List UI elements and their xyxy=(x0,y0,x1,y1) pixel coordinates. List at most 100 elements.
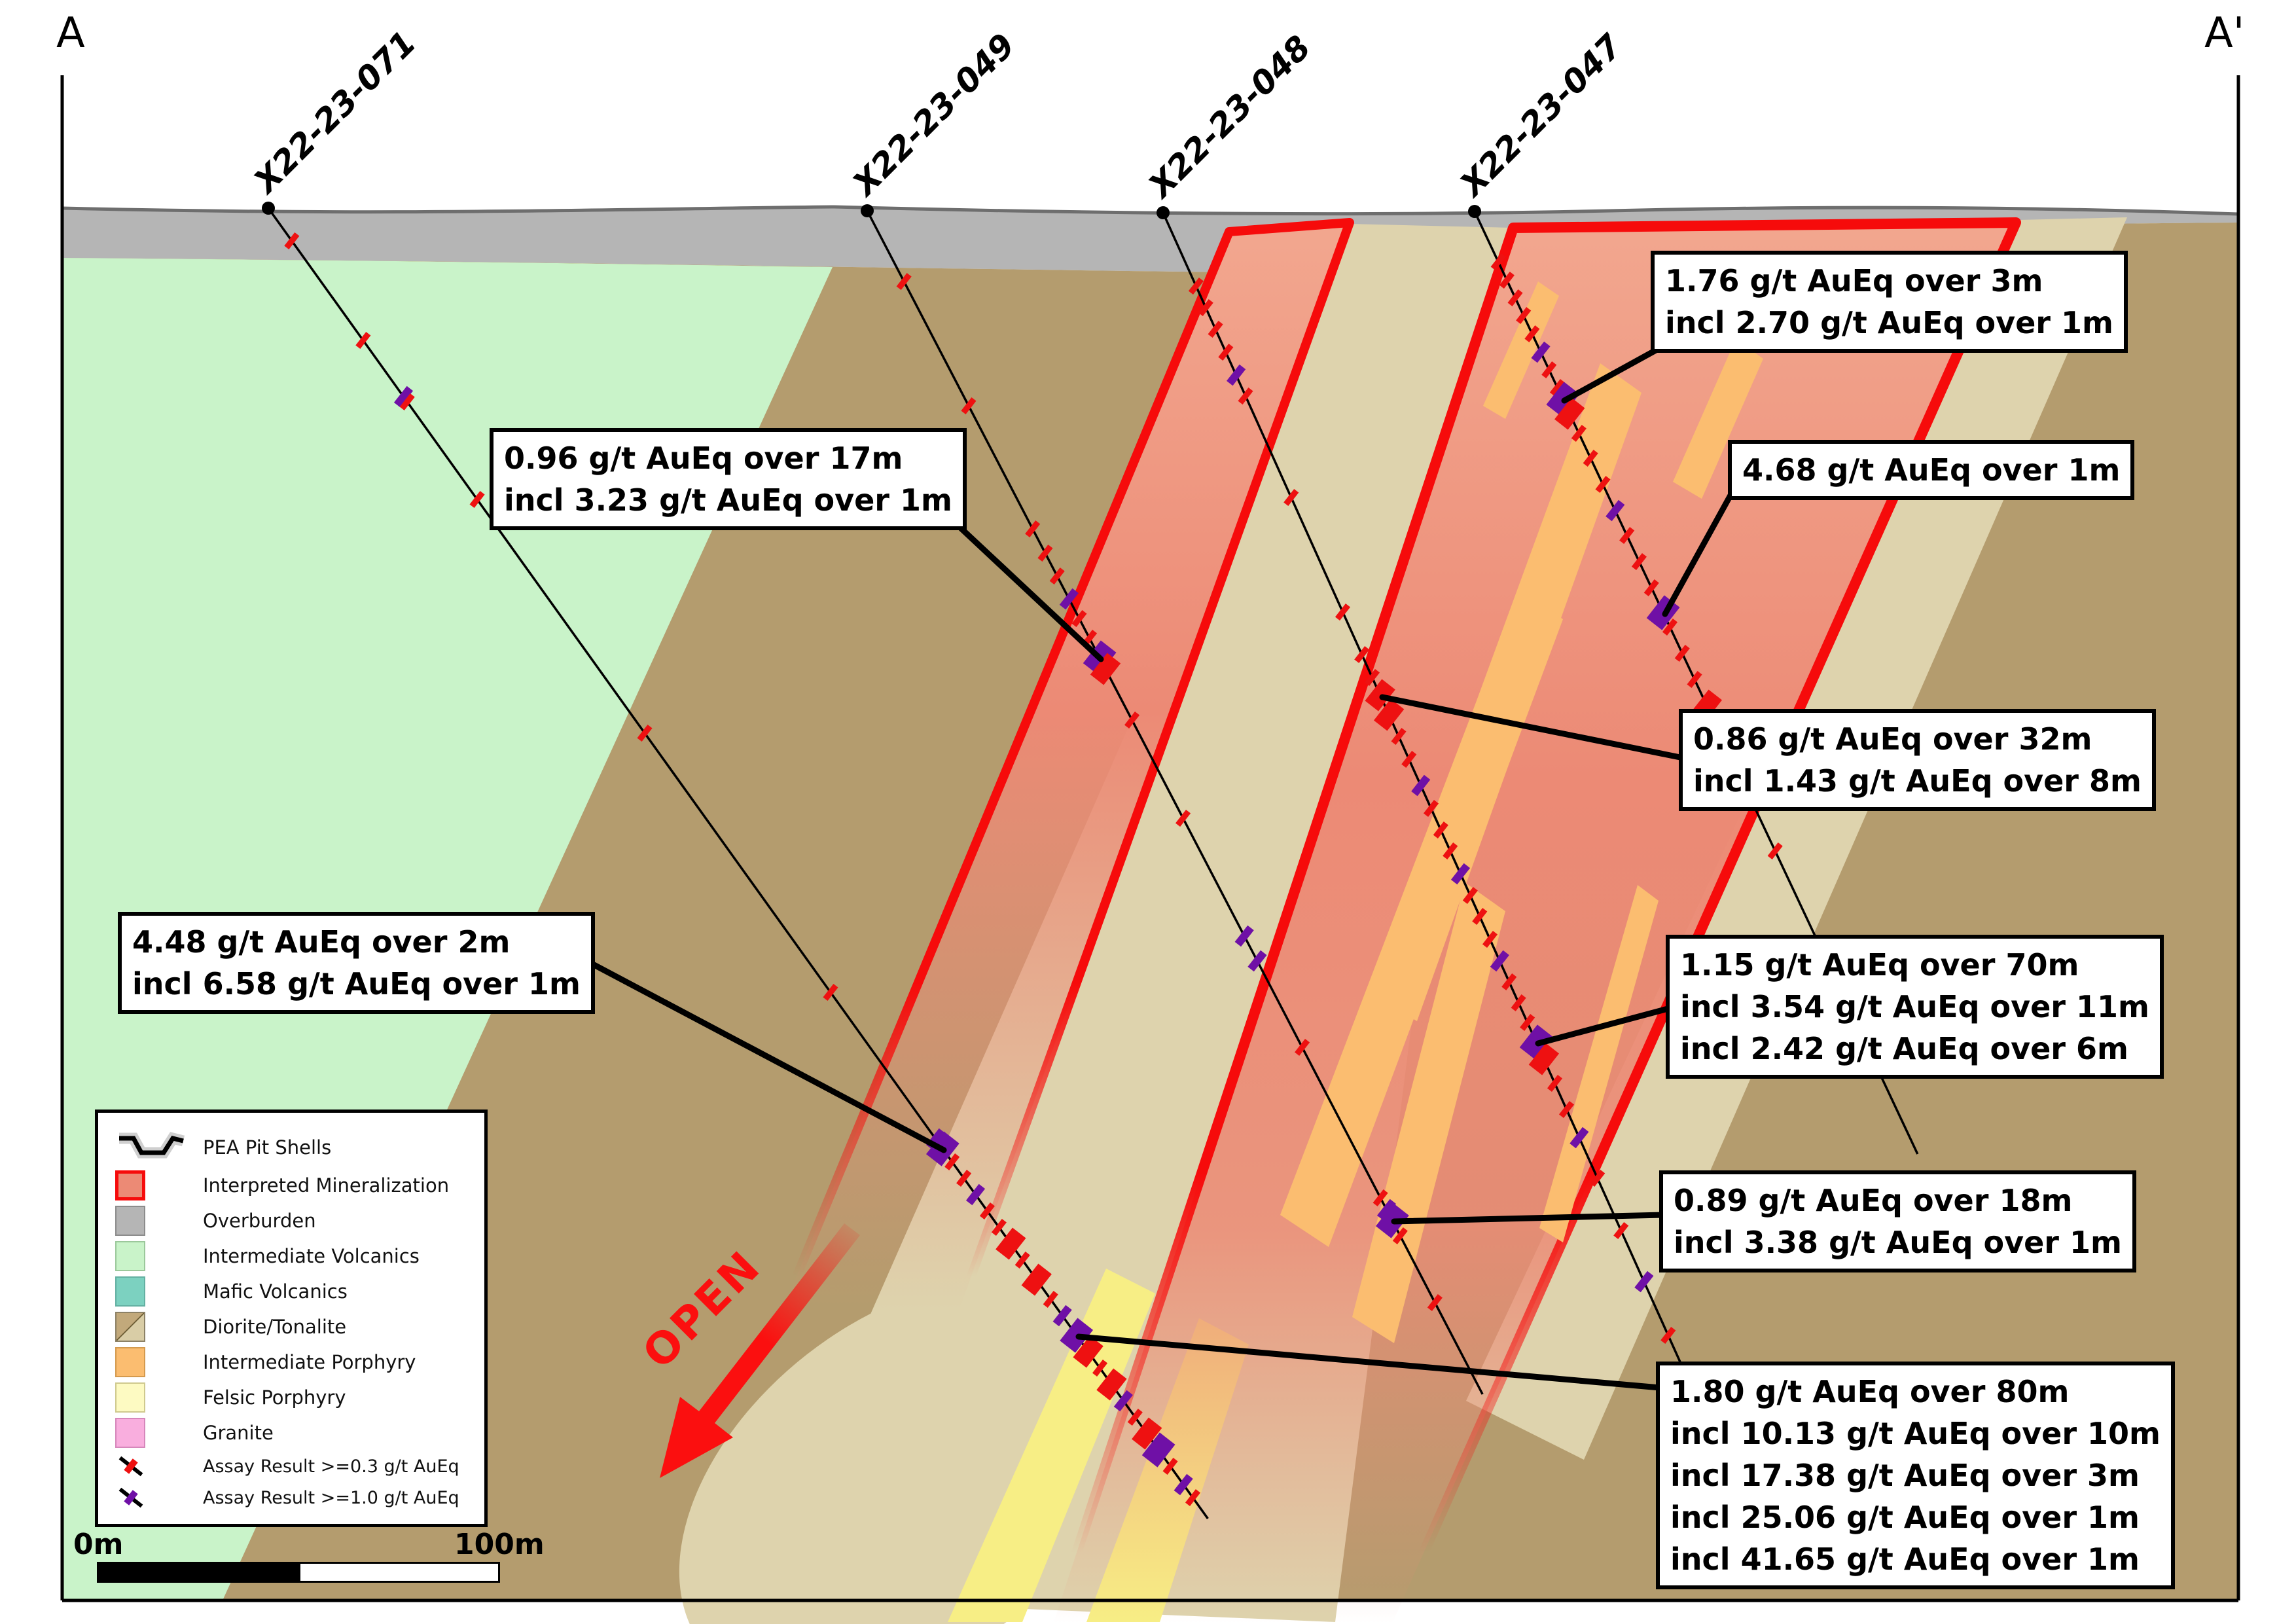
assay-annotation-line: incl 25.06 g/t AuEq over 1m xyxy=(1670,1500,2140,1535)
legend-item-mineralization: Interpreted Mineralization xyxy=(115,1169,471,1202)
legend-item-assay-10: Assay Result >=1.0 g/t AuEq xyxy=(115,1483,471,1512)
assay-tick-03 xyxy=(1049,567,1065,585)
legend-item-label: Assay Result >=1.0 g/t AuEq xyxy=(203,1487,459,1508)
assay-tick-10 xyxy=(1376,1199,1397,1221)
diorite-pale-band-right xyxy=(1466,217,2127,1460)
assay-tick-03 xyxy=(1583,449,1598,467)
assay-annotation-a5: 0.89 g/t AuEq over 18m incl 3.38 g/t AuEq… xyxy=(1659,1170,2136,1272)
assay-annotation-line: 0.96 g/t AuEq over 17m xyxy=(504,441,903,476)
assay-annotation-line: 4.68 g/t AuEq over 1m xyxy=(1742,452,2121,488)
assay-tick-03 xyxy=(1549,378,1565,397)
assay-03-icon xyxy=(115,1452,147,1481)
porphyry-lens-3 xyxy=(1673,339,1763,499)
assay-tick-10 xyxy=(1450,863,1471,885)
assay-tick-03 xyxy=(469,490,485,509)
assay-tick-10 xyxy=(1411,774,1431,797)
assay-tick-10 xyxy=(1570,1127,1589,1149)
assay-tick-03 xyxy=(1295,1038,1310,1056)
assay-annotation-line: incl 6.58 g/t AuEq over 1m xyxy=(132,966,581,1001)
assay-tick-03 xyxy=(1595,475,1611,494)
felsic-dike-1 xyxy=(948,1269,1155,1622)
assay-annotation-a2: 4.68 g/t AuEq over 1m xyxy=(1728,440,2135,500)
legend-item-intermediate-volcanics: Intermediate Volcanics xyxy=(115,1240,471,1272)
assay-tick-10 xyxy=(1052,1305,1072,1327)
scalebar-black-segment xyxy=(97,1562,298,1583)
annotation-leader-b2 xyxy=(576,954,947,1153)
legend-item-label: Mafic Volcanics xyxy=(203,1280,348,1303)
assay-tick-10 xyxy=(1113,1390,1133,1412)
assay-tick-03 xyxy=(1674,644,1690,662)
drillhole-collar xyxy=(861,204,874,217)
assay-tick-03 xyxy=(1175,809,1191,827)
assay-tick-03 xyxy=(1660,1326,1676,1344)
assay-tick-10 xyxy=(1531,341,1551,363)
annotation-leader-a4 xyxy=(1535,1005,1674,1047)
legend-item-intermediate-porphyry: Intermediate Porphyry xyxy=(115,1346,471,1379)
assay-tick-03 xyxy=(1482,930,1498,948)
assay-tick-03 xyxy=(1687,670,1702,689)
assay-tick-03 xyxy=(1071,609,1087,628)
assay-tick-03 xyxy=(1218,343,1234,361)
assay-annotation-b1: 0.96 g/t AuEq over 17m incl 3.23 g/t AuEq… xyxy=(490,428,967,530)
assay-tick-03 xyxy=(1198,298,1213,317)
drillhole-collar xyxy=(262,202,275,215)
legend-item-overburden: Overburden xyxy=(115,1204,471,1237)
assay-tick-03 xyxy=(1472,907,1488,926)
legend-item-label: Overburden xyxy=(203,1210,316,1232)
assay-tick-03 xyxy=(1073,1335,1103,1368)
assay-tick-03 xyxy=(1025,520,1041,538)
assay-annotation-line: incl 17.38 g/t AuEq over 3m xyxy=(1670,1458,2140,1493)
assay-tick-03 xyxy=(1462,886,1478,905)
assay-tick-03 xyxy=(1335,603,1351,621)
assay-annotation-b2: 4.48 g/t AuEq over 2m incl 6.58 g/t AuEq … xyxy=(118,912,595,1014)
open-arrow xyxy=(660,1223,860,1478)
assay-tick-03 xyxy=(1021,1263,1052,1296)
assay-tick-03 xyxy=(1643,579,1659,597)
assay-tick-10 xyxy=(1634,1271,1654,1293)
legend-item-label: Interpreted Mineralization xyxy=(203,1174,450,1197)
assay-annotation-a3: 0.86 g/t AuEq over 32m incl 1.43 g/t AuEq… xyxy=(1679,709,2156,811)
annotation-leader-a1 xyxy=(1561,347,1659,404)
assay-tick-03 xyxy=(1162,1457,1178,1475)
assay-tick-03 xyxy=(1391,727,1407,746)
assay-tick-03 xyxy=(1541,361,1557,379)
assay-tick-03 xyxy=(1208,320,1223,338)
assay-annotation-line: incl 3.54 g/t AuEq over 11m xyxy=(1680,989,2149,1024)
assay-tick-03 xyxy=(896,272,912,291)
intermediate-volcanics-swatch xyxy=(115,1241,145,1271)
legend: PEA Pit Shells Interpreted Mineralization… xyxy=(95,1110,488,1527)
scalebar-white-segment xyxy=(298,1562,500,1583)
pea-pit-shells-icon xyxy=(115,1129,187,1166)
drillhole-collar xyxy=(1468,205,1481,218)
granite-swatch xyxy=(115,1418,145,1448)
assay-tick-03 xyxy=(1124,711,1140,729)
assay-annotation-line: incl 3.23 g/t AuEq over 1m xyxy=(504,482,952,518)
assay-tick-10 xyxy=(1605,499,1625,522)
assay-tick-03 xyxy=(1554,397,1585,430)
annotation-leader-a3 xyxy=(1379,694,1687,761)
intermediate-porphyry-swatch xyxy=(115,1347,145,1377)
assay-tick-03 xyxy=(1364,668,1380,687)
assay-annotation-line: incl 41.65 g/t AuEq over 1m xyxy=(1670,1542,2140,1577)
assay-tick-03 xyxy=(1520,1013,1535,1032)
assay-tick-03 xyxy=(1188,277,1204,295)
legend-item-assay-03: Assay Result >=0.3 g/t AuEq xyxy=(115,1452,471,1481)
porphyry-lens-2 xyxy=(1280,588,1563,1247)
assay-annotation-line: 1.15 g/t AuEq over 70m xyxy=(1680,947,2079,983)
assay-tick-03 xyxy=(1096,1368,1127,1401)
assay-annotation-a1: 1.76 g/t AuEq over 3m incl 2.70 g/t AuEq … xyxy=(1651,251,2128,353)
assay-tick-03 xyxy=(1613,1221,1629,1240)
assay-annotation-line: incl 2.70 g/t AuEq over 1m xyxy=(1665,305,2113,340)
assay-tick-03 xyxy=(1501,973,1517,991)
assay-tick-10 xyxy=(1141,1432,1175,1468)
annotation-leader-a6 xyxy=(1075,1333,1663,1391)
section-end-label: A' xyxy=(2204,9,2245,58)
assay-tick-03 xyxy=(1433,821,1448,839)
section-start-label: A xyxy=(56,9,85,58)
assay-tick-10 xyxy=(1059,588,1079,610)
assay-tick-10 xyxy=(1490,950,1509,972)
assay-tick-03 xyxy=(961,397,977,415)
legend-item-label: Felsic Porphyry xyxy=(203,1386,346,1409)
assay-tick-10 xyxy=(393,386,414,408)
assay-tick-03 xyxy=(956,1169,972,1187)
